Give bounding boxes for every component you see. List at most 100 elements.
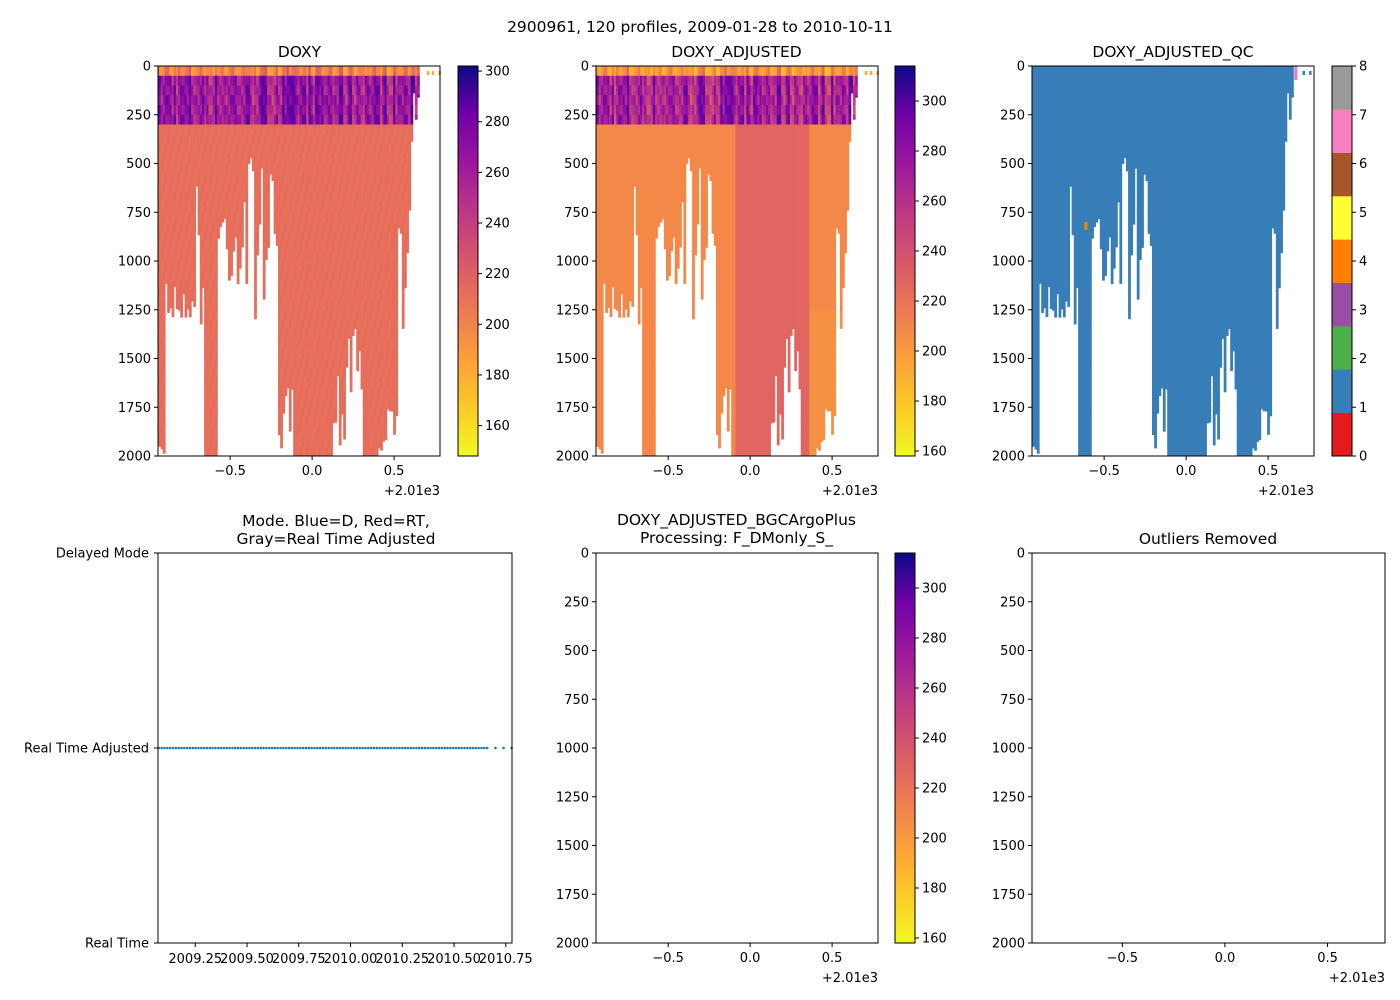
heatmap-cell bbox=[330, 426, 333, 437]
heatmap-cell bbox=[206, 124, 210, 135]
heatmap-cell bbox=[286, 85, 290, 96]
heatmap-cell bbox=[596, 192, 600, 203]
heatmap-cell bbox=[199, 183, 203, 194]
heatmap-cell bbox=[171, 134, 175, 145]
heatmap-cell bbox=[264, 95, 268, 106]
heatmap-cell bbox=[364, 261, 368, 272]
heatmap-cell bbox=[375, 212, 379, 223]
heatmap-cell bbox=[401, 183, 405, 194]
heatmap-cell bbox=[267, 163, 270, 174]
heatmap-cell bbox=[635, 173, 639, 184]
heatmap-cell bbox=[633, 105, 637, 116]
heatmap-cell bbox=[692, 183, 695, 194]
heatmap-cell bbox=[297, 153, 301, 164]
heatmap-cell bbox=[705, 66, 708, 77]
heatmap-cell bbox=[605, 212, 608, 223]
heatmap-cell bbox=[720, 378, 724, 389]
heatmap-cell bbox=[596, 436, 600, 447]
heatmap-cell bbox=[336, 124, 340, 135]
heatmap-cell bbox=[657, 222, 661, 227]
heatmap-cell bbox=[341, 251, 344, 262]
heatmap-cell bbox=[382, 417, 386, 428]
heatmap-cell bbox=[288, 124, 292, 135]
heatmap-cell bbox=[321, 153, 325, 164]
heatmap-cell bbox=[404, 153, 407, 164]
heatmap-cell bbox=[715, 397, 719, 408]
heatmap-cell bbox=[201, 144, 205, 155]
heatmap-cell bbox=[308, 300, 312, 311]
heatmap-cell bbox=[321, 163, 325, 174]
heatmap-cell bbox=[308, 183, 312, 194]
heatmap-cell bbox=[668, 183, 671, 194]
heatmap-cell bbox=[286, 183, 290, 194]
heatmap-cell bbox=[288, 319, 292, 330]
heatmap-cell bbox=[720, 75, 724, 86]
heatmap-cell bbox=[321, 105, 325, 116]
heatmap-cell bbox=[358, 251, 362, 262]
heatmap-cell bbox=[158, 66, 162, 77]
heatmap-cell bbox=[386, 241, 390, 252]
heatmap-cell bbox=[345, 319, 349, 330]
heatmap-cell bbox=[214, 124, 218, 135]
heatmap-cell bbox=[206, 114, 210, 125]
heatmap-cell bbox=[650, 153, 654, 164]
heatmap-cell bbox=[652, 183, 656, 194]
heatmap-cell bbox=[659, 105, 663, 116]
heatmap-cell bbox=[238, 212, 242, 223]
heatmap-cell bbox=[616, 134, 619, 145]
heatmap-cell bbox=[327, 270, 331, 281]
heatmap-cell bbox=[650, 319, 654, 330]
heatmap-cell bbox=[297, 75, 301, 86]
heatmap-cell bbox=[284, 163, 288, 174]
heatmap-cell bbox=[683, 153, 687, 164]
heatmap-cell bbox=[286, 280, 290, 291]
heatmap-cell bbox=[626, 261, 630, 272]
heatmap-cell bbox=[258, 222, 262, 225]
heatmap-cell bbox=[306, 407, 310, 418]
heatmap-cell bbox=[720, 95, 724, 106]
heatmap-cell bbox=[702, 66, 706, 77]
heatmap-cell bbox=[321, 339, 325, 350]
heatmap-cell bbox=[314, 105, 318, 116]
heatmap-cell bbox=[616, 173, 619, 184]
heatmap-cell bbox=[406, 105, 409, 116]
heatmap-cell bbox=[219, 163, 223, 174]
heatmap-cell bbox=[715, 378, 719, 389]
heatmap-cell bbox=[722, 114, 726, 125]
heatmap-cell bbox=[280, 75, 283, 86]
heatmap-cell bbox=[351, 280, 355, 291]
heatmap-cell bbox=[321, 290, 325, 301]
heatmap-cell bbox=[351, 261, 355, 272]
heatmap-cell bbox=[178, 173, 181, 184]
heatmap-cell bbox=[631, 300, 635, 307]
heatmap-cell bbox=[191, 105, 194, 116]
heatmap-cell bbox=[600, 124, 604, 135]
heatmap-cell bbox=[319, 397, 323, 408]
heatmap-cell bbox=[217, 95, 220, 106]
heatmap-cell bbox=[652, 202, 656, 213]
heatmap-cell bbox=[334, 309, 338, 320]
heatmap-cell bbox=[210, 75, 214, 86]
heatmap-cell bbox=[386, 134, 390, 145]
heatmap-cell bbox=[683, 105, 687, 116]
heatmap-cell bbox=[639, 173, 643, 184]
heatmap-cell bbox=[702, 212, 706, 223]
heatmap-cell bbox=[694, 153, 698, 164]
heatmap-cell bbox=[332, 387, 336, 398]
heatmap-cell bbox=[245, 261, 249, 272]
heatmap-cell bbox=[312, 134, 316, 145]
heatmap-cell bbox=[332, 397, 336, 408]
heatmap-cell bbox=[256, 163, 260, 174]
heatmap-cell bbox=[661, 105, 665, 116]
heatmap-cell bbox=[351, 231, 355, 242]
heatmap-cell bbox=[360, 95, 364, 106]
heatmap-cell bbox=[336, 358, 340, 369]
heatmap-cell bbox=[408, 192, 412, 203]
heatmap-cell bbox=[390, 280, 394, 291]
heatmap-cell bbox=[351, 212, 355, 223]
heatmap-cell bbox=[683, 231, 687, 242]
heatmap-cell bbox=[295, 124, 299, 135]
heatmap-cell bbox=[293, 407, 296, 418]
heatmap-cell bbox=[417, 95, 420, 98]
heatmap-cell bbox=[312, 105, 316, 116]
